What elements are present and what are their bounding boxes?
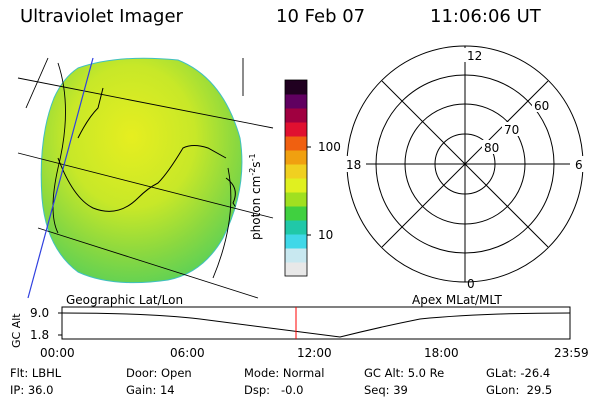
coastline-outlines (57, 87, 242, 219)
altitude-plot-frame (61, 306, 571, 340)
colorbar-cell (285, 234, 307, 249)
lat-label-70: 70 (504, 123, 519, 137)
colorbar-cell (285, 80, 307, 95)
apex-grid-label: Apex MLat/MLT (412, 293, 502, 307)
colorbar-cell (285, 178, 307, 193)
altplot-ylabel-line1: GC (10, 331, 23, 348)
colorbar-cell (285, 220, 307, 235)
colorbar-cell (285, 122, 307, 137)
altitude-curve (61, 312, 571, 338)
altplot-xtick-0000: 00:00 (40, 346, 75, 360)
status-ip: IP: 36.0 (10, 383, 54, 397)
colorbar-cell (285, 248, 307, 263)
geo-grid-label: Geographic Lat/Lon (66, 293, 184, 307)
unit-mid: s (249, 161, 263, 168)
mlt-label-18: 18 (346, 158, 361, 172)
colorbar-cell (285, 108, 307, 123)
mlt-label-0: 0 (467, 277, 475, 291)
colorbar-cell (285, 164, 307, 179)
altplot-ylabel-line2: Alt (10, 313, 23, 329)
altplot-ylabel: GC Alt (10, 313, 23, 348)
altitude-plot (58, 306, 571, 340)
status-door: Door: Open (126, 366, 192, 380)
colorbar-cell (285, 206, 307, 221)
status-gain: Gain: 14 (126, 383, 175, 397)
colorbar-cell (285, 94, 307, 109)
unit-exp2: -1 (248, 153, 257, 162)
date-label: 10 Feb 07 (276, 6, 366, 27)
mlt-label-6: 6 (575, 158, 583, 172)
colorbar-cell (285, 192, 307, 207)
polar-diagonal-2 (381, 80, 549, 248)
status-dsp: Dsp: -0.0 (244, 383, 304, 397)
altplot-xtick-1800: 18:00 (424, 346, 459, 360)
lat-label-80: 80 (484, 141, 499, 155)
instrument-title: Ultraviolet Imager (20, 6, 183, 27)
terminator-line (27, 57, 94, 299)
altplot-xtick-2359: 23:59 (554, 346, 589, 360)
uv-image-panel (17, 57, 274, 299)
altplot-xtick-1200: 12:00 (297, 346, 332, 360)
status-gc-alt: GC Alt: 5.0 Re (364, 366, 445, 380)
altplot-xtick-0600: 06:00 (170, 346, 205, 360)
polar-plot: 12 18 6 0 60 70 80 (344, 45, 584, 291)
colorbar-cell (285, 136, 307, 151)
colorbar-unit-label: photon cm-2s-1 (248, 153, 263, 240)
mlt-label-12: 12 (467, 49, 482, 63)
earth-disk (40, 57, 243, 284)
altplot-ytick-bottom: 1.8 (30, 328, 50, 342)
lat-label-60: 60 (534, 99, 549, 113)
unit-base: photon cm (249, 175, 263, 240)
colorbar (284, 79, 311, 277)
status-glon: GLon: 29.5 (486, 383, 553, 397)
status-seq: Seq: 39 (364, 383, 408, 397)
altplot-ytick-top: 9.0 (30, 306, 50, 320)
status-glat: GLat: -26.4 (486, 366, 551, 380)
colorbar-tick-100: 100 (318, 140, 341, 154)
colorbar-cell (285, 262, 307, 277)
lat-lon-grid (17, 57, 274, 299)
colorbar-tick-10: 10 (318, 228, 334, 242)
unit-exp1: -2 (248, 167, 257, 176)
colorbar-cells (285, 80, 307, 277)
time-label: 11:06:06 UT (430, 6, 541, 27)
status-filter: Flt: LBHL (10, 366, 62, 380)
status-mode: Mode: Normal (244, 366, 325, 380)
colorbar-cell (285, 150, 307, 165)
